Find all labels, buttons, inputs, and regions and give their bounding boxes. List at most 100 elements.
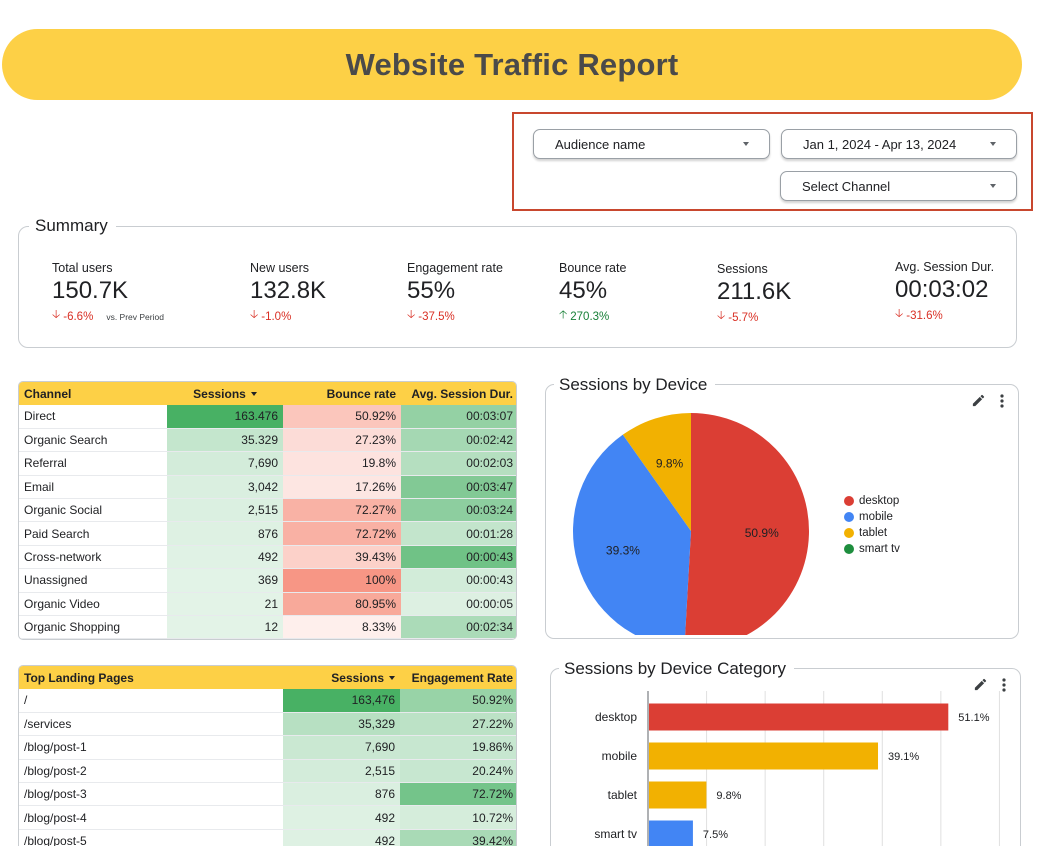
column-header-label: Sessions	[331, 670, 384, 685]
kpi-change-value: 270.3%	[570, 310, 610, 323]
cell-channel: Organic Search	[19, 428, 167, 453]
table-row[interactable]: Organic Video 21 80.95% 00:00:05	[19, 592, 516, 617]
table-row[interactable]: Paid Search 876 72.72% 00:01:28	[19, 521, 516, 546]
bar-category-label: smart tv	[594, 827, 637, 841]
cell-sessions: 3,042	[167, 475, 283, 500]
legend-label: smart tv	[859, 543, 900, 555]
column-header-sessions[interactable]: Sessions	[167, 382, 283, 405]
table-row[interactable]: /blog/post-3 876 72.72%	[19, 782, 516, 807]
arrow-up-icon: 🡡	[559, 309, 568, 321]
table-row[interactable]: /blog/post-5 492 39.42%	[19, 829, 516, 846]
kpi-label: Bounce rate	[559, 261, 627, 275]
cell-sessions: 876	[283, 782, 400, 807]
cell-page: /blog/post-3	[19, 782, 283, 807]
table-row[interactable]: Cross-network 492 39.43% 00:00:43	[19, 545, 516, 570]
cell-channel: Organic Video	[19, 592, 167, 617]
landing-pages-table-panel: Top Landing Pages Sessions Engagement Ra…	[18, 665, 517, 846]
panel-toolbar	[971, 393, 1004, 408]
device-pie-chart: 50.9% 39.3% 9.8%	[573, 413, 809, 635]
audience-dropdown[interactable]: Audience name	[533, 129, 770, 159]
arrow-down-icon: 🡣	[717, 310, 726, 322]
bar-smart-tv[interactable]	[649, 820, 693, 846]
cell-rate: 20.24%	[400, 759, 516, 784]
column-header-channel[interactable]: Channel	[19, 382, 167, 405]
pie-slice-tablet[interactable]	[622, 413, 691, 531]
cell-page: /services	[19, 712, 283, 737]
bar-mobile[interactable]	[649, 742, 879, 770]
more-vert-icon[interactable]	[1000, 393, 1004, 408]
table-row[interactable]: /blog/post-2 2,515 20.24%	[19, 759, 516, 784]
cell-sessions: 7,690	[283, 735, 400, 760]
pie-slice-mobile[interactable]	[573, 434, 691, 635]
table-row[interactable]: /163,476 50.92%	[19, 689, 516, 713]
table-row[interactable]: Organic Shopping 12 8.33% 00:02:34	[19, 615, 516, 639]
kpi-change-value: -5.7%	[728, 311, 759, 324]
column-header-engagement-rate[interactable]: Engagement Rate	[400, 666, 516, 689]
cell-dur: 00:03:24	[401, 498, 516, 523]
summary-panel: Summary Total users 150.7K 🡣 -6.6% vs. Pr…	[18, 216, 1017, 348]
kpi-change-value: -37.5%	[418, 310, 455, 323]
table-row[interactable]: /blog/post-1 7,690 19.86%	[19, 735, 516, 760]
table-row[interactable]: Direct 163.476 50.92% 00:03:07	[19, 405, 516, 429]
cell-channel: Cross-network	[19, 545, 167, 570]
kpi-change: 🡣 -6.6% vs. Prev Period	[52, 307, 164, 326]
channel-dropdown[interactable]: Select Channel	[780, 171, 1017, 201]
cell-bounce: 72.72%	[283, 521, 401, 546]
table-row[interactable]: Organic Search 35.329 27.23% 00:02:42	[19, 428, 516, 453]
chevron-down-icon	[990, 142, 996, 146]
table-row[interactable]: Unassigned 369 100% 00:00:43	[19, 568, 516, 593]
column-header-sessions[interactable]: Sessions	[283, 666, 400, 689]
cell-sessions: 492	[283, 829, 400, 846]
table-row[interactable]: /services 35,329 27.22%	[19, 712, 516, 737]
arrow-down-icon: 🡣	[250, 309, 259, 321]
cell-channel: Organic Social	[19, 498, 167, 523]
table-row[interactable]: Organic Social 2,515 72.27% 00:03:24	[19, 498, 516, 523]
legend-swatch	[844, 512, 854, 522]
cell-dur: 00:02:34	[401, 615, 516, 639]
more-vert-icon[interactable]	[1002, 677, 1006, 692]
cell-page: /blog/post-2	[19, 759, 283, 784]
kpi-value: 00:03:02	[895, 276, 989, 303]
kpi-change: 🡣 -5.7%	[717, 308, 791, 327]
kpi-change: 🡣 -31.6%	[895, 306, 994, 325]
kpi-value: 55%	[407, 277, 456, 304]
pencil-icon[interactable]	[973, 677, 988, 692]
column-header-landing-page[interactable]: Top Landing Pages	[19, 666, 283, 689]
kpi-label: Engagement rate	[407, 261, 503, 275]
table-row[interactable]: Email 3,042 17.26% 00:03:47	[19, 475, 516, 500]
cell-page: /blog/post-5	[19, 829, 283, 846]
bar-category-label: tablet	[608, 788, 638, 802]
pie-data-label: 9.8%	[656, 457, 684, 471]
kpi-change: 🡣 -1.0%	[250, 307, 326, 326]
bar-desktop[interactable]	[649, 703, 949, 731]
channel-table-panel: Channel Sessions Bounce rate Avg. Sessio…	[18, 381, 517, 640]
cell-page: /	[19, 689, 283, 713]
table-row[interactable]: /blog/post-4 492 10.72%	[19, 805, 516, 830]
cell-sessions: 369	[167, 568, 283, 593]
legend-item[interactable]: smart tv	[844, 541, 900, 557]
cell-channel: Referral	[19, 451, 167, 476]
cell-rate: 72.72%	[400, 782, 516, 807]
legend-label: desktop	[859, 495, 900, 507]
legend-swatch	[844, 496, 854, 506]
legend-item[interactable]: desktop	[844, 493, 900, 509]
cell-rate: 10.72%	[400, 805, 516, 830]
table-row[interactable]: Referral 7,690 19.8% 00:02:03	[19, 451, 516, 476]
column-header-avg-session-dur[interactable]: Avg. Session Dur.	[401, 382, 516, 405]
legend-item[interactable]: tablet	[844, 525, 900, 541]
cell-channel: Direct	[19, 405, 167, 429]
landing-pages-table: Top Landing Pages Sessions Engagement Ra…	[19, 666, 516, 846]
cell-dur: 00:00:43	[401, 568, 516, 593]
column-header-bounce-rate[interactable]: Bounce rate	[283, 382, 401, 405]
bar-tablet[interactable]	[649, 781, 707, 809]
audience-dropdown-label: Audience name	[555, 136, 646, 152]
pie-data-label: 50.9%	[745, 526, 779, 540]
pencil-icon[interactable]	[971, 393, 986, 408]
bar-category-label: desktop	[595, 710, 637, 724]
pie-slice-desktop[interactable]	[684, 413, 809, 635]
cell-sessions: 2,515	[283, 759, 400, 784]
cell-sessions: 7,690	[167, 451, 283, 476]
cell-bounce: 27.23%	[283, 428, 401, 453]
legend-item[interactable]: mobile	[844, 509, 900, 525]
date-range-dropdown[interactable]: Jan 1, 2024 - Apr 13, 2024	[781, 129, 1017, 159]
